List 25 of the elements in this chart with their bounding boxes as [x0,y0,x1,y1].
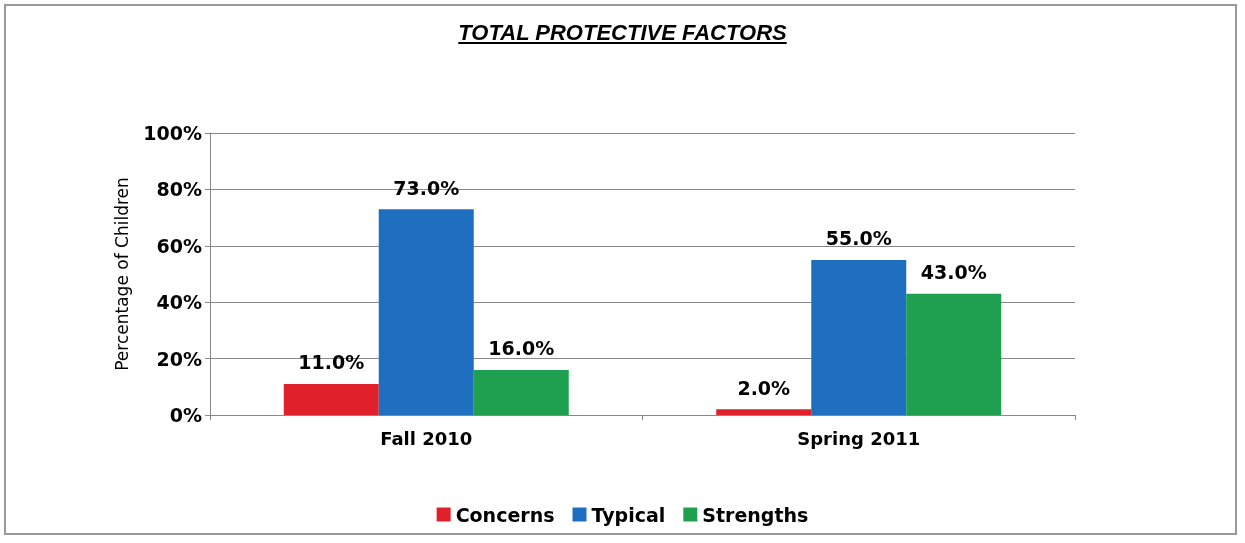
x-tick-label: Fall 2010 [380,427,473,449]
y-tick-label: 0% [169,404,202,426]
y-tick-label: 60% [156,234,202,257]
data-label: 73.0% [393,176,460,199]
chart-title: TOTAL PROTECTIVE FACTORS [457,20,788,46]
legend-label: Typical [591,503,666,526]
bar [283,383,379,415]
bar [378,209,474,415]
data-label: 11.0% [298,351,365,374]
y-tick-label: 20% [156,347,202,370]
data-label: 43.0% [920,261,987,284]
bar [716,409,812,415]
x-tick-label: Spring 2011 [797,427,921,449]
y-axis-title: Percentage of Children [111,177,132,371]
y-tick-label: 100% [143,122,202,144]
data-label: 2.0% [737,376,791,399]
data-label: 16.0% [488,337,555,360]
y-tick-label: 40% [156,291,202,314]
bar [473,369,569,415]
legend-label: Strengths [702,503,809,526]
bar [906,293,1002,415]
y-tick-label: 80% [156,178,202,201]
legend-label: Concerns [455,503,555,526]
bar [811,259,907,415]
data-label: 55.0% [825,227,892,250]
